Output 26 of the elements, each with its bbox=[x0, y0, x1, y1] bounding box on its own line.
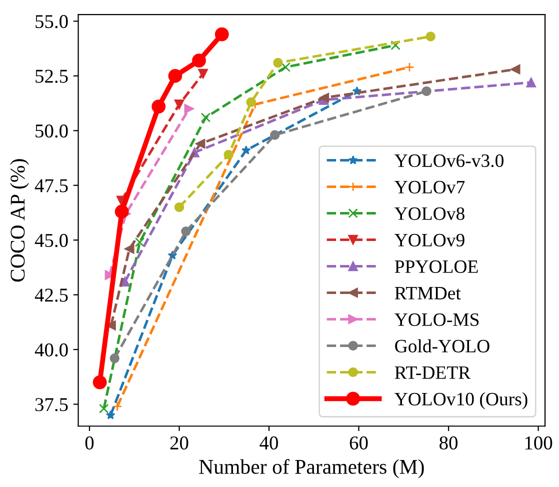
y-tick-label: 37.5 bbox=[35, 398, 68, 412]
y-axis-title: COCO AP (%) bbox=[10, 159, 29, 282]
x-tick-label: 40 bbox=[260, 436, 278, 450]
y-tick-label: 47.5 bbox=[34, 179, 68, 192]
y-tick-label: 50.0 bbox=[36, 124, 68, 138]
legend-label: YOLOv6-v3.0 bbox=[394, 154, 504, 168]
x-tick-label: 0 bbox=[85, 436, 94, 450]
x-axis-title: Number of Parameters (M) bbox=[199, 459, 424, 478]
x-tick-label: 100 bbox=[525, 436, 552, 450]
x-tick-label: 20 bbox=[170, 436, 188, 450]
legend-label: YOLOv8 bbox=[394, 207, 464, 220]
x-tick-label: 80 bbox=[440, 436, 458, 450]
y-tick-label: 40.0 bbox=[34, 343, 68, 357]
legend-label: YOLOv9 bbox=[394, 234, 464, 246]
y-tick-label: 52.5 bbox=[36, 70, 68, 83]
legend-label: RTMDet bbox=[394, 287, 461, 300]
y-tick-label: 55.0 bbox=[36, 14, 68, 28]
legend-label: RT-DETR bbox=[394, 366, 471, 379]
x-tick-label: 60 bbox=[350, 436, 368, 450]
legend-label: PPYOLOE bbox=[394, 260, 478, 273]
legend-label: YOLO-MS bbox=[394, 313, 479, 326]
legend-label: YOLOv10 (Ours) bbox=[394, 392, 528, 410]
legend-label: YOLOv7 bbox=[394, 180, 465, 194]
legend-label: Gold-YOLO bbox=[395, 339, 490, 352]
y-tick-label: 42.5 bbox=[34, 288, 68, 302]
y-tick-label: 45.0 bbox=[34, 234, 68, 248]
